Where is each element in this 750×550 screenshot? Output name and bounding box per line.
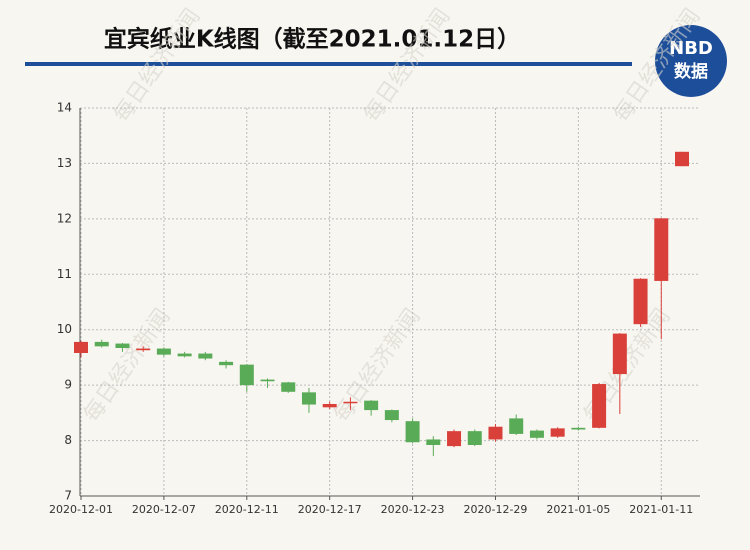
candle-body xyxy=(239,364,254,386)
y-tick-label: 10 xyxy=(57,322,72,336)
candle-body xyxy=(343,401,358,404)
candle-body xyxy=(136,348,151,351)
x-tick-label: 2021-01-11 xyxy=(629,503,693,516)
candle-body xyxy=(488,426,503,440)
logo-bottom: 数据 xyxy=(674,61,708,82)
candle-body xyxy=(198,353,213,359)
candle-body xyxy=(156,348,171,355)
candle-body xyxy=(322,403,337,408)
candle-body xyxy=(571,427,586,430)
candle-body xyxy=(612,333,627,375)
candle-body xyxy=(654,218,669,281)
candle-body xyxy=(447,431,462,447)
candle-body xyxy=(260,379,275,382)
x-tick-label: 2020-12-07 xyxy=(132,503,196,516)
y-tick-label: 9 xyxy=(64,378,72,392)
candle-body xyxy=(115,343,130,349)
candle-body xyxy=(675,151,689,167)
y-tick-label: 11 xyxy=(57,267,72,281)
candle-body xyxy=(509,418,524,434)
logo-top: NBD xyxy=(669,38,713,59)
y-tick-label: 14 xyxy=(57,101,72,115)
x-tick-label: 2020-12-29 xyxy=(464,503,528,516)
chart-title: 宜宾纸业K线图（截至2021.01.12日） xyxy=(104,26,520,53)
candle-body xyxy=(529,430,544,438)
candle-body xyxy=(219,361,234,366)
candle-body xyxy=(177,353,192,357)
candle-body xyxy=(633,278,648,325)
candle-body xyxy=(550,428,565,437)
candle-body xyxy=(467,431,482,446)
title-underline xyxy=(25,62,632,66)
y-tick-label: 7 xyxy=(64,489,72,503)
y-tick-label: 13 xyxy=(57,156,72,170)
candle-body xyxy=(364,400,379,411)
logo xyxy=(655,25,727,97)
x-tick-label: 2020-12-23 xyxy=(381,503,445,516)
y-tick-label: 8 xyxy=(64,433,72,447)
y-tick-label: 12 xyxy=(57,211,72,225)
candle-body xyxy=(301,392,316,405)
x-tick-label: 2020-12-01 xyxy=(49,503,113,516)
x-tick-label: 2020-12-11 xyxy=(215,503,279,516)
x-tick-label: 2020-12-17 xyxy=(298,503,362,516)
x-tick-label: 2021-01-05 xyxy=(546,503,610,516)
candle-body xyxy=(384,410,399,421)
candle-body xyxy=(426,439,441,446)
candle-body xyxy=(281,382,296,392)
candle-body xyxy=(94,341,109,347)
candle-body xyxy=(592,384,607,428)
candle-body xyxy=(74,341,88,353)
candle-body xyxy=(405,421,420,443)
